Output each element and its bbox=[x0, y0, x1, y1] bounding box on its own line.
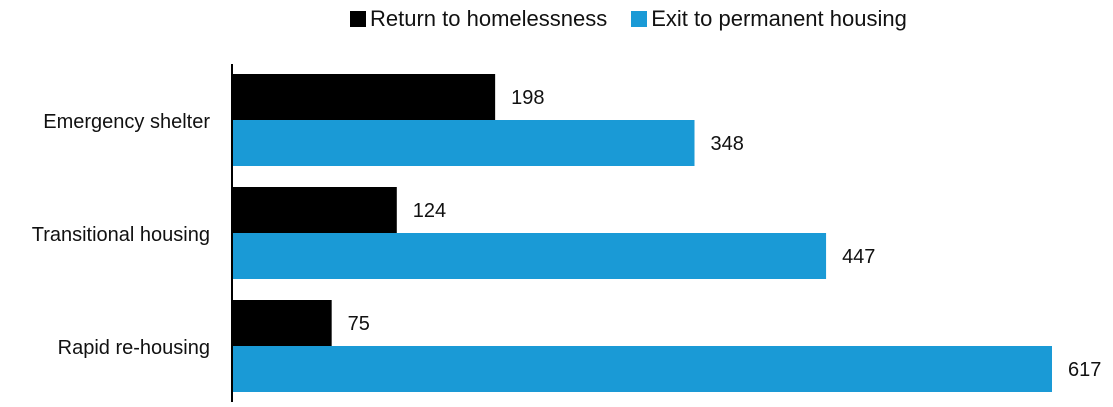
bar-transitional-housing-return bbox=[232, 187, 397, 233]
data-label-rapid-re-housing-return: 75 bbox=[348, 313, 370, 335]
bar-emergency-shelter-exit bbox=[232, 120, 695, 166]
legend-swatch-return bbox=[350, 11, 366, 27]
bar-emergency-shelter-return bbox=[232, 74, 496, 120]
category-label-emergency-shelter: Emergency shelter bbox=[43, 111, 210, 133]
data-label-rapid-re-housing-exit: 617 bbox=[1068, 359, 1101, 381]
legend: Return to homelessness Exit to permanent… bbox=[350, 6, 907, 32]
data-label-emergency-shelter-exit: 348 bbox=[710, 133, 743, 155]
legend-item-return: Return to homelessness bbox=[350, 6, 607, 32]
category-label-transitional-housing: Transitional housing bbox=[32, 224, 210, 246]
data-label-transitional-housing-exit: 447 bbox=[842, 246, 875, 268]
bar-rapid-re-housing-return bbox=[232, 300, 332, 346]
bar-transitional-housing-exit bbox=[232, 233, 827, 279]
legend-label-exit: Exit to permanent housing bbox=[651, 6, 907, 31]
legend-swatch-exit bbox=[631, 11, 648, 27]
bar-rapid-re-housing-exit bbox=[232, 346, 1052, 392]
legend-item-exit: Exit to permanent housing bbox=[631, 6, 907, 32]
data-label-emergency-shelter-return: 198 bbox=[511, 87, 544, 109]
legend-label-return: Return to homelessness bbox=[370, 6, 608, 31]
category-label-rapid-re-housing: Rapid re-housing bbox=[58, 337, 210, 359]
data-label-transitional-housing-return: 124 bbox=[413, 200, 446, 222]
